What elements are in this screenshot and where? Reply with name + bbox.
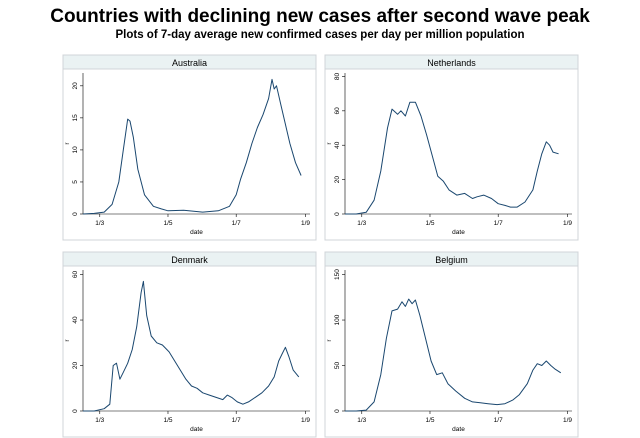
series-line-denmark — [83, 280, 300, 412]
y-tick-label: 0 — [334, 409, 341, 413]
y-tick-label: 0 — [72, 409, 79, 413]
panel-frame — [324, 251, 579, 438]
x-tick-label: 1/3 — [357, 220, 366, 227]
panel-title: Netherlands — [427, 58, 476, 68]
x-tick-label: 1/7 — [232, 417, 241, 424]
x-axis-label: date — [452, 229, 465, 236]
y-tick-label: 80 — [334, 72, 341, 80]
x-tick-label: 1/7 — [232, 220, 241, 227]
y-tick-label: 40 — [72, 316, 79, 324]
x-tick-label: 1/5 — [425, 220, 434, 227]
panel-netherlands: Netherlands 0 20 40 60 80 r 1/3 1/5 1/7 1/9 date — [324, 54, 579, 241]
y-axis-label: r — [326, 339, 333, 342]
y-tick-label: 150 — [334, 269, 341, 280]
panel-header — [62, 54, 317, 70]
y-tick-label: 0 — [334, 212, 341, 216]
y-tick-label: 15 — [72, 114, 79, 122]
x-tick-label: 1/9 — [563, 220, 572, 227]
y-tick-label: 5 — [72, 180, 79, 184]
y-tick-label: 50 — [334, 362, 341, 370]
y-tick-label: 20 — [334, 176, 341, 184]
y-tick-label: 0 — [72, 212, 79, 216]
y-tick-label: 20 — [72, 82, 79, 90]
panel-title: Denmark — [171, 255, 208, 265]
panel-belgium: Belgium 0 50 100 150 r 1/3 1/5 1/7 1/9 date — [324, 251, 579, 438]
x-axis-label: date — [190, 426, 203, 433]
x-tick-label: 1/3 — [95, 417, 104, 424]
series-line-australia — [82, 78, 302, 215]
y-tick-label: 60 — [334, 107, 341, 115]
panel-header — [324, 54, 579, 70]
y-axis-label: r — [64, 142, 71, 145]
panel-denmark: Denmark 0 20 40 60 r 1/3 1/5 1/7 1/9 date — [62, 251, 317, 438]
panel-header — [62, 251, 317, 267]
x-axis-label: date — [190, 229, 203, 236]
panel-title: Belgium — [435, 255, 468, 265]
y-tick-label: 100 — [334, 314, 341, 325]
panel-title: Australia — [172, 58, 207, 68]
x-axis-label: date — [452, 426, 465, 433]
y-tick-label: 40 — [334, 141, 341, 149]
x-tick-label: 1/7 — [494, 417, 503, 424]
x-tick-label: 1/5 — [425, 417, 434, 424]
figure-title: Countries with declining new cases after… — [50, 6, 590, 27]
y-axis-label: r — [64, 339, 71, 342]
y-tick-label: 60 — [72, 271, 79, 279]
x-tick-label: 1/3 — [357, 417, 366, 424]
figure-subtitle: Plots of 7-day average new confirmed cas… — [115, 29, 525, 41]
y-tick-label: 10 — [72, 146, 79, 154]
panel-frame — [62, 251, 317, 438]
x-tick-label: 1/5 — [163, 220, 172, 227]
series-line-belgium — [345, 298, 562, 412]
x-tick-label: 1/7 — [494, 220, 503, 227]
panel-header — [324, 251, 579, 267]
x-tick-label: 1/9 — [563, 417, 572, 424]
x-tick-label: 1/9 — [301, 220, 310, 227]
panel-australia: Australia 0 5 10 15 20 r 1/3 1/5 1/7 1/9 date — [62, 54, 317, 241]
x-tick-label: 1/9 — [301, 417, 310, 424]
x-tick-label: 1/5 — [163, 417, 172, 424]
y-tick-label: 20 — [72, 362, 79, 370]
panel-frame — [324, 54, 579, 241]
x-tick-label: 1/3 — [95, 220, 104, 227]
series-line-netherlands — [345, 101, 559, 215]
y-axis-label: r — [326, 142, 333, 145]
